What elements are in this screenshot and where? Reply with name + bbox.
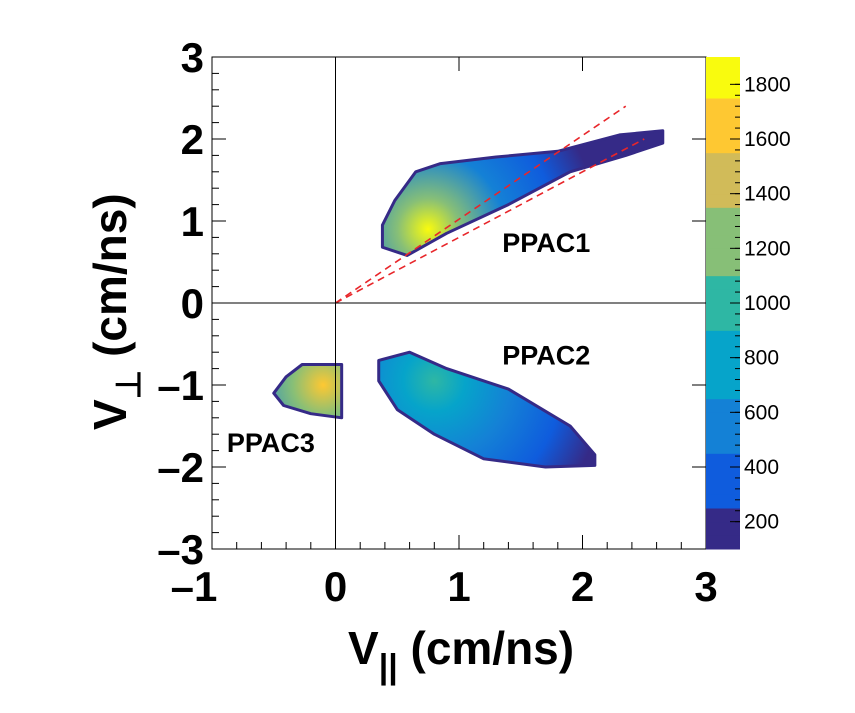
colorbar-tick-label: 600: [744, 401, 779, 424]
cluster-ppac1: [380, 129, 665, 257]
x-tick-label: 1: [447, 563, 470, 610]
x-tick-label: 2: [571, 563, 594, 610]
colorbar-tick-label: 1000: [744, 292, 791, 315]
colorbar-band: [706, 303, 740, 318]
label-ppac2: PPAC2: [502, 341, 590, 371]
colorbar-band: [706, 508, 740, 523]
colorbar-tick-label: 400: [744, 456, 779, 479]
reference-lines: [212, 57, 706, 549]
colorbar-band: [706, 344, 740, 359]
colorbar-band: [706, 289, 740, 304]
colorbar-band: [706, 70, 740, 85]
colorbar-band: [706, 439, 740, 454]
colorbar-band: [706, 412, 740, 427]
y-tick-label: –2: [157, 444, 204, 491]
colorbar-band: [706, 221, 740, 236]
colorbar-band: [706, 152, 740, 167]
colorbar-band: [706, 371, 740, 386]
label-ppac1: PPAC1: [502, 228, 590, 258]
y-tick-label: –1: [157, 362, 204, 409]
colorbar-band: [706, 111, 740, 126]
colorbar: 200 400 600 800 1000 1200 1400 1600 1800: [706, 57, 791, 550]
colorbar-tick-label: 200: [744, 511, 779, 534]
x-tick-label: 0: [324, 563, 347, 610]
line-upper-dashed: [335, 105, 627, 304]
x-tick-label: –1: [171, 563, 218, 610]
cluster-labels: PPAC1 PPAC2 PPAC3: [227, 228, 590, 458]
y-tick-label: –3: [157, 526, 204, 573]
x-tick-label: 3: [694, 563, 717, 610]
colorbar-band: [706, 453, 740, 468]
colorbar-band: [706, 521, 740, 536]
colorbar-band: [706, 262, 740, 277]
line-lower-dashed: [335, 138, 645, 304]
y-tick-label: 2: [181, 116, 204, 163]
colorbar-band: [706, 207, 740, 222]
colorbar-band: [706, 426, 740, 441]
colorbar-tick-label: 800: [744, 347, 779, 370]
colorbar-tick-label: 1600: [744, 128, 791, 151]
colorbar-band: [706, 398, 740, 413]
colorbar-band: [706, 98, 740, 113]
colorbar-tick-label: 1200: [744, 237, 791, 260]
colorbar-band: [706, 248, 740, 263]
axis-ticks: –1 0 1 2 3 –3 –2 –1 0 1 2 3: [157, 34, 717, 610]
colorbar-band: [706, 57, 740, 72]
colorbar-band: [706, 467, 740, 482]
colorbar-band: [706, 535, 740, 550]
colorbar-band: [706, 180, 740, 195]
colorbar-band: [706, 330, 740, 345]
colorbar-band: [706, 125, 740, 140]
colorbar-band: [706, 139, 740, 154]
colorbar-band: [706, 275, 740, 290]
cluster-ppac2: [377, 350, 597, 469]
y-tick-label: 0: [181, 280, 204, 327]
colorbar-band: [706, 357, 740, 372]
y-axis-title: V⊥ (cm/ns): [84, 193, 148, 430]
x-axis-title: V|| (cm/ns): [348, 622, 574, 686]
colorbar-band: [706, 234, 740, 249]
colorbar-band: [706, 84, 740, 99]
cluster-layer: [272, 129, 665, 469]
colorbar-tick-label: 1800: [744, 73, 791, 96]
y-tick-label: 3: [181, 34, 204, 81]
colorbar-band: [706, 385, 740, 400]
y-tick-label: 1: [181, 198, 204, 245]
colorbar-band: [706, 316, 740, 331]
colorbar-band: [706, 494, 740, 509]
colorbar-band: [706, 193, 740, 208]
cluster-ppac3: [272, 363, 344, 420]
label-ppac3: PPAC3: [227, 428, 315, 458]
colorbar-tick-label: 1400: [744, 183, 791, 206]
colorbar-band: [706, 166, 740, 181]
colorbar-band: [706, 480, 740, 495]
